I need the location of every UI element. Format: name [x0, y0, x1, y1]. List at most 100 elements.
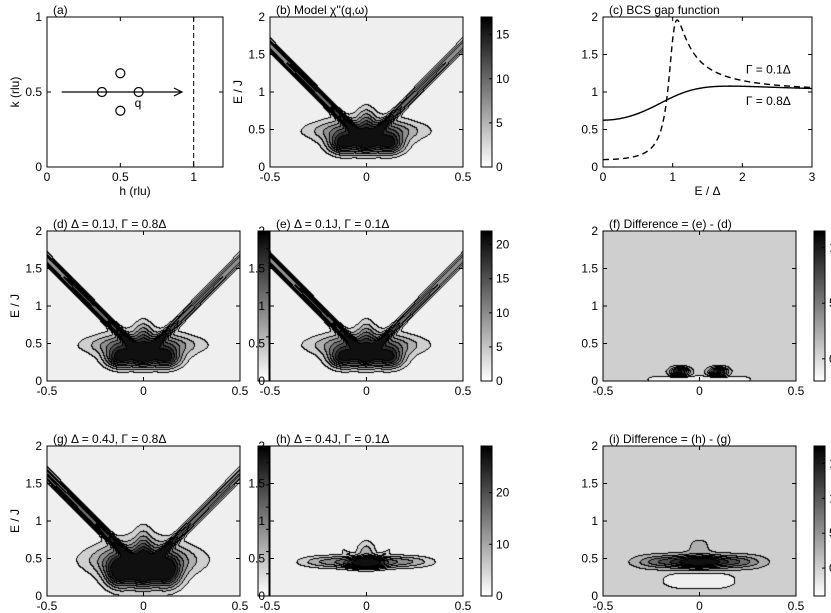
- panel-title: (h) Δ = 0.4J, Γ = 0.1Δ: [276, 432, 389, 446]
- y-tick-label: 0.5: [25, 552, 42, 566]
- x-tick-label: 0.5: [455, 384, 472, 398]
- colorbar-tick-label: 15: [829, 456, 831, 470]
- panel-a: 0 0.5 1 0 0.5 1 h (rlu) k (rlu) (a) q: [8, 3, 224, 198]
- x-axis-label: h (rlu): [119, 184, 150, 198]
- y-tick-label: 2: [35, 224, 42, 238]
- series-line-gamma-1: [603, 85, 813, 121]
- x-tick-label: 0: [140, 599, 147, 613]
- x-tick-label: 3: [809, 170, 816, 184]
- arrow-head-icon: [173, 87, 184, 97]
- colorbar-tick-label: 15: [496, 272, 510, 286]
- y-tick-label: 1: [591, 299, 598, 313]
- panel-i: -0.500.500.511.52q (rlu)(i) Difference =…: [581, 432, 831, 613]
- colorbar-tick-label: 0: [829, 561, 831, 575]
- x-tick-label: -0.5: [260, 170, 281, 184]
- y-tick-label: 1.5: [248, 262, 265, 276]
- colorbar-tick-label: 10: [496, 306, 510, 320]
- y-axis-label: E / J: [8, 509, 22, 533]
- y-tick-label: 0.5: [581, 123, 598, 137]
- colorbar-frame: [480, 16, 493, 168]
- y-tick-label: 0: [591, 589, 598, 603]
- y-tick-label: 2: [591, 10, 598, 24]
- y-tick-label: 2: [591, 439, 598, 453]
- y-tick-label: 1.5: [581, 262, 598, 276]
- x-tick-label: 0.5: [788, 599, 805, 613]
- panel-title: (f) Difference = (e) - (d): [609, 217, 732, 231]
- colorbar-tick-label: 0: [496, 160, 503, 174]
- colorbar-gradient: [258, 446, 269, 596]
- x-tick-label: 0.5: [112, 170, 129, 184]
- x-tick-label: 1: [669, 170, 676, 184]
- y-tick-label: 1: [591, 514, 598, 528]
- contour-map: [270, 446, 463, 596]
- y-tick-label: 1: [258, 514, 265, 528]
- contour-map: [603, 231, 796, 381]
- series-label: Γ = 0.8Δ: [746, 94, 791, 108]
- contour-map: [270, 17, 463, 167]
- x-tick-label: 0: [600, 170, 607, 184]
- x-tick-label: 0: [363, 599, 370, 613]
- x-tick-label: -0.5: [260, 599, 281, 613]
- y-tick-label: 1: [591, 85, 598, 99]
- y-tick-label: 1: [35, 299, 42, 313]
- y-axis-label: E / J: [231, 80, 245, 104]
- panel-g: -0.500.500.511.52q (rlu)E / J(g) Δ = 0.4…: [8, 432, 287, 613]
- colorbar-tick-label: 20: [496, 238, 510, 252]
- colorbar-tick-label: 10: [829, 241, 831, 255]
- q-point: [115, 105, 126, 116]
- y-tick-label: 2: [258, 10, 265, 24]
- panel-title: (b) Model χ''(q,ω): [276, 3, 368, 17]
- series-label: Γ = 0.1Δ: [746, 62, 791, 76]
- colorbar-tick-label: 5: [496, 340, 503, 354]
- colorbar-gradient: [258, 231, 269, 381]
- panel-e: -0.5 0 0.500.511.52 (e) Δ = 0.1J, Γ = 0.1Δ0…: [248, 217, 509, 398]
- y-tick-label: 1.5: [581, 477, 598, 491]
- y-tick-label: 0: [35, 160, 42, 174]
- x-tick-label: 1: [190, 170, 197, 184]
- colorbar-gradient: [481, 446, 492, 596]
- colorbar-frame: [257, 445, 270, 597]
- panel-title: (d) Δ = 0.1J, Γ = 0.8Δ: [53, 217, 166, 231]
- panel-title: (e) Δ = 0.1J, Γ = 0.1Δ: [276, 217, 389, 231]
- plot-frame: [602, 16, 813, 168]
- colorbar-tick-label: 10: [496, 72, 510, 86]
- colorbar-frame: [257, 230, 270, 382]
- panel-d: -0.5 0 0.500.511.52E / J(d) Δ = 0.1J, Γ = …: [8, 217, 287, 398]
- y-tick-label: 0.5: [25, 337, 42, 351]
- y-tick-label: 0: [35, 589, 42, 603]
- panel-f: -0.5 0 0.500.511.52 (f) Difference = (e) - …: [581, 217, 831, 398]
- colorbar-tick-label: 10: [496, 537, 510, 551]
- colorbar-tick-label: 20: [496, 486, 510, 500]
- colorbar-frame: [813, 230, 826, 382]
- panel-title: (a): [53, 3, 68, 17]
- colorbar-tick-label: 5: [829, 526, 831, 540]
- colorbar-tick-label: 0: [496, 589, 503, 603]
- y-tick-label: 1: [35, 514, 42, 528]
- y-tick-label: 0.5: [248, 337, 265, 351]
- colorbar-tick-label: 5: [829, 296, 831, 310]
- y-tick-label: 1.5: [25, 477, 42, 491]
- arrow-label: q: [135, 96, 142, 110]
- x-tick-label: 0.5: [455, 599, 472, 613]
- colorbar-gradient: [814, 446, 825, 596]
- y-axis-label: k (rlu): [8, 77, 22, 108]
- x-tick-label: 0.5: [232, 599, 249, 613]
- x-tick-label: 0.5: [455, 170, 472, 184]
- panel-b: -0.5 0 0.500.511.52E / J(b) Model χ''(q,ω)…: [231, 3, 510, 184]
- y-tick-label: 0: [591, 374, 598, 388]
- y-tick-label: 2: [258, 224, 265, 238]
- x-tick-label: 0: [363, 384, 370, 398]
- y-tick-label: 0.5: [25, 85, 42, 99]
- x-tick-label: 0: [140, 384, 147, 398]
- y-tick-label: 0: [258, 374, 265, 388]
- y-tick-label: 1.5: [25, 262, 42, 276]
- colorbar-gradient: [481, 231, 492, 381]
- colorbar-gradient: [814, 231, 825, 381]
- series-line-gamma-0: [603, 19, 813, 161]
- y-tick-label: 0: [35, 374, 42, 388]
- y-tick-label: 1.5: [581, 48, 598, 62]
- colorbar-tick-label: 0: [496, 374, 503, 388]
- y-axis-label: E / J: [8, 294, 22, 318]
- y-tick-label: 0: [258, 160, 265, 174]
